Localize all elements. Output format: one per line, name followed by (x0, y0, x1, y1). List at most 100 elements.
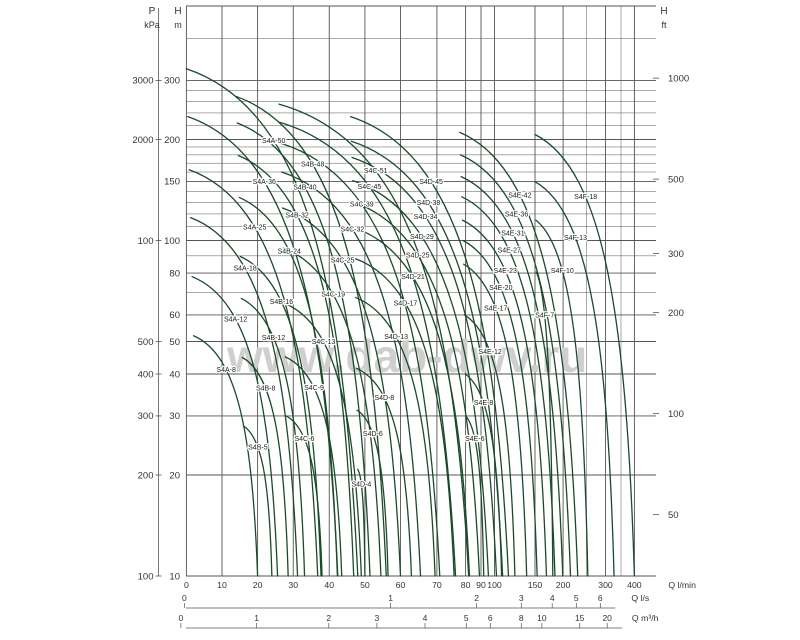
svg-text:S4E-12: S4E-12 (478, 349, 501, 356)
svg-text:200: 200 (164, 135, 180, 146)
svg-text:S4A-18: S4A-18 (233, 266, 256, 273)
svg-text:300: 300 (164, 76, 180, 87)
svg-text:300: 300 (668, 249, 684, 260)
svg-text:60: 60 (169, 310, 180, 321)
svg-text:8: 8 (519, 613, 524, 623)
svg-text:S4E-31: S4E-31 (501, 230, 524, 237)
svg-text:S4D-4: S4D-4 (351, 482, 371, 489)
svg-text:80: 80 (461, 580, 471, 590)
svg-text:S4F-10: S4F-10 (551, 268, 574, 275)
svg-text:2: 2 (326, 613, 331, 623)
svg-text:3: 3 (375, 613, 380, 623)
svg-text:300: 300 (598, 580, 613, 590)
svg-text:200: 200 (668, 308, 684, 319)
svg-text:100: 100 (138, 236, 154, 247)
svg-text:S4A-50: S4A-50 (262, 138, 285, 145)
svg-text:10: 10 (169, 571, 180, 582)
svg-text:150: 150 (164, 177, 180, 188)
svg-text:S4C-32: S4C-32 (341, 226, 365, 233)
svg-text:P: P (149, 6, 156, 17)
svg-text:200: 200 (138, 470, 154, 481)
svg-text:Q m³/h: Q m³/h (632, 613, 659, 623)
svg-text:S4D-6: S4D-6 (363, 431, 383, 438)
svg-text:0: 0 (184, 580, 189, 590)
svg-text:S4A-8: S4A-8 (216, 367, 236, 374)
svg-text:4: 4 (423, 613, 428, 623)
svg-text:200: 200 (556, 580, 571, 590)
svg-text:S4A-25: S4A-25 (243, 225, 266, 232)
svg-text:Q l/min: Q l/min (668, 580, 696, 590)
svg-text:100: 100 (164, 236, 180, 247)
svg-text:80: 80 (169, 268, 180, 279)
svg-text:15: 15 (575, 613, 585, 623)
svg-text:60: 60 (396, 580, 406, 590)
svg-text:1: 1 (388, 593, 393, 603)
svg-text:10: 10 (537, 613, 547, 623)
svg-text:S4F-18: S4F-18 (574, 194, 597, 201)
svg-text:500: 500 (668, 174, 684, 185)
svg-text:S4D-13: S4D-13 (384, 334, 408, 341)
svg-text:20: 20 (169, 470, 180, 481)
svg-text:S4B-12: S4B-12 (262, 335, 285, 342)
svg-text:90: 90 (476, 580, 486, 590)
svg-text:10: 10 (217, 580, 227, 590)
svg-text:5: 5 (464, 613, 469, 623)
svg-text:1: 1 (254, 613, 259, 623)
svg-text:70: 70 (432, 580, 442, 590)
svg-text:S4B-5: S4B-5 (248, 444, 268, 451)
svg-text:500: 500 (138, 337, 154, 348)
svg-text:S4F-7: S4F-7 (535, 312, 554, 319)
svg-text:30: 30 (288, 580, 298, 590)
svg-text:S4D-17: S4D-17 (394, 301, 418, 308)
svg-text:S4B-48: S4B-48 (301, 162, 324, 169)
svg-text:S4D-21: S4D-21 (401, 274, 425, 281)
svg-text:S4E-23: S4E-23 (494, 268, 517, 275)
svg-text:S4C-25: S4C-25 (331, 257, 355, 264)
svg-text:5: 5 (574, 593, 579, 603)
svg-text:6: 6 (488, 613, 493, 623)
svg-text:40: 40 (169, 369, 180, 380)
svg-text:S4E-27: S4E-27 (498, 248, 521, 255)
svg-text:0: 0 (179, 613, 184, 623)
svg-text:300: 300 (138, 411, 154, 422)
svg-text:S4F-13: S4F-13 (564, 235, 587, 242)
svg-text:S4D-38: S4D-38 (417, 200, 441, 207)
svg-text:S4E-36: S4E-36 (505, 212, 528, 219)
svg-text:H: H (174, 6, 181, 17)
svg-text:S4A-36: S4A-36 (253, 179, 276, 186)
svg-text:S4D-29: S4D-29 (410, 234, 434, 241)
svg-text:20: 20 (253, 580, 263, 590)
svg-text:Q l/s: Q l/s (631, 593, 650, 603)
svg-text:S4E-42: S4E-42 (508, 192, 531, 199)
svg-text:20: 20 (602, 613, 612, 623)
svg-text:50: 50 (169, 337, 180, 348)
svg-text:S4C-13: S4C-13 (312, 339, 336, 346)
svg-text:400: 400 (627, 580, 642, 590)
svg-text:S4E-8: S4E-8 (474, 400, 494, 407)
svg-text:S4E-17: S4E-17 (484, 306, 507, 313)
svg-text:3000: 3000 (132, 76, 153, 87)
svg-text:3: 3 (519, 593, 524, 603)
svg-text:150: 150 (528, 580, 543, 590)
svg-text:S4C-19: S4C-19 (321, 292, 345, 299)
svg-text:40: 40 (324, 580, 334, 590)
svg-text:S4C-39: S4C-39 (350, 202, 374, 209)
svg-text:400: 400 (138, 369, 154, 380)
svg-text:100: 100 (668, 409, 684, 420)
svg-text:1000: 1000 (668, 73, 689, 84)
svg-text:100: 100 (138, 571, 154, 582)
svg-text:2: 2 (474, 593, 479, 603)
svg-text:100: 100 (487, 580, 502, 590)
svg-text:S4E-6: S4E-6 (465, 436, 485, 443)
svg-text:S4B-24: S4B-24 (278, 248, 301, 255)
svg-text:S4A-12: S4A-12 (224, 316, 247, 323)
svg-text:m: m (174, 20, 182, 30)
svg-text:S4B-8: S4B-8 (256, 386, 276, 393)
svg-text:ft: ft (661, 20, 667, 30)
svg-text:50: 50 (668, 510, 679, 521)
svg-text:S4B-40: S4B-40 (293, 184, 316, 191)
svg-text:S4D-8: S4D-8 (374, 395, 394, 402)
svg-text:H: H (660, 6, 667, 17)
svg-text:S4C-51: S4C-51 (364, 168, 388, 175)
svg-text:S4D-34: S4D-34 (414, 214, 438, 221)
